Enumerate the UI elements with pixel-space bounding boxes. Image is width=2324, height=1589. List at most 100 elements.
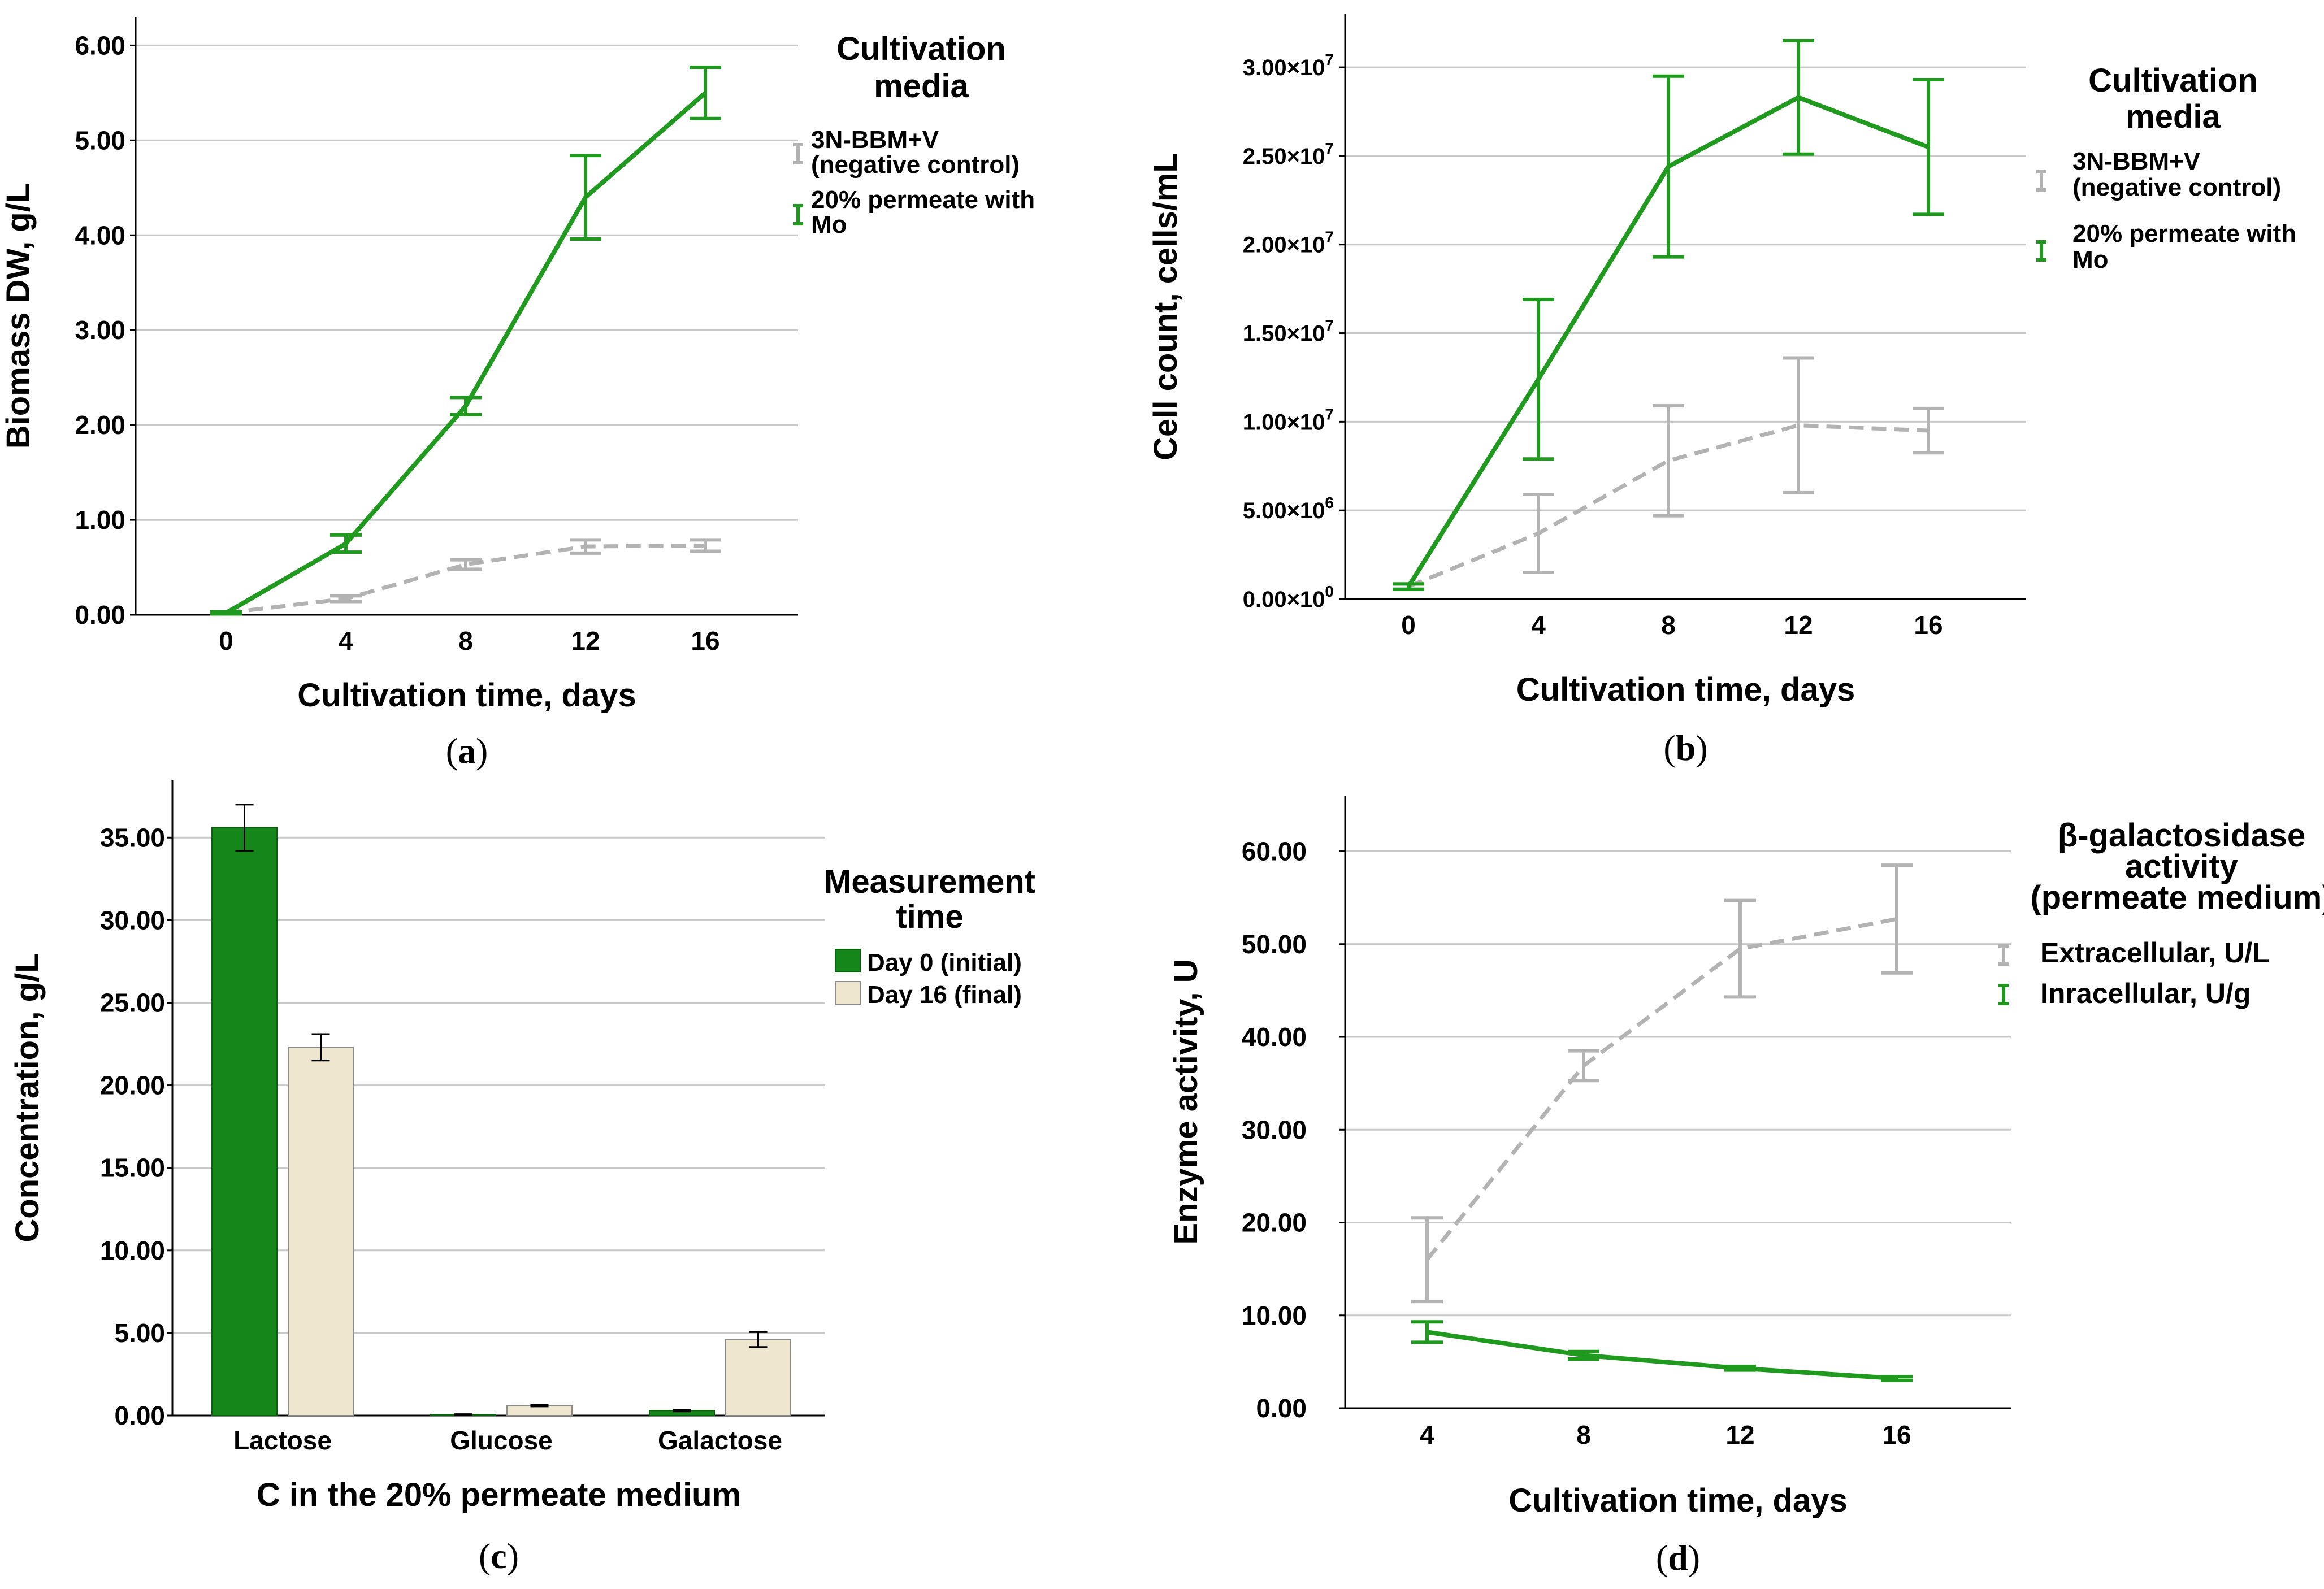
series-0 xyxy=(1411,863,1913,1304)
panel-label-letter: b xyxy=(1676,728,1696,768)
x-tick-label: 12 xyxy=(1725,1420,1754,1449)
y-tick-label: 5.00×106 xyxy=(1243,494,1334,523)
y-tick-mantissa: 2.50×10 xyxy=(1243,144,1325,169)
x-tick-label: 12 xyxy=(571,626,600,655)
legend-item-label: (negative control) xyxy=(2072,173,2281,201)
y-tick-label: 50.00 xyxy=(1242,930,1307,959)
y-tick-label: 40.00 xyxy=(1242,1022,1307,1052)
y-tick-mantissa: 5.00×10 xyxy=(1243,498,1325,523)
x-tick-label: Lactose xyxy=(233,1426,332,1455)
legend-item-label: 20% permeate with xyxy=(811,186,1035,214)
y-axis-title: Enzyme activity, U xyxy=(1168,959,1204,1244)
y-tick-label: 0.00 xyxy=(75,600,125,629)
x-tick-label: 16 xyxy=(1882,1420,1911,1449)
legend-item-label: Extracellular, U/L xyxy=(2040,937,2270,969)
legend-title: Cultivation xyxy=(2088,62,2258,99)
legend-title: (permeate medium) xyxy=(2030,879,2324,916)
y-tick-exponent: 7 xyxy=(1325,405,1334,423)
series-line xyxy=(1427,1330,1897,1381)
panel-label-close: ) xyxy=(476,731,488,771)
y-tick-label: 10.00 xyxy=(1242,1301,1307,1330)
x-tick-label: 4 xyxy=(1531,610,1546,640)
chart-panel-b: 0.00×1005.00×1061.00×1071.50×1072.00×107… xyxy=(1147,14,2296,768)
legend-item-label: (negative control) xyxy=(811,151,1020,179)
panel-label: (c) xyxy=(479,1536,519,1576)
panel-label-open: ( xyxy=(1663,728,1675,768)
panel-label: (b) xyxy=(1663,728,1707,768)
panel-label: (d) xyxy=(1656,1538,1700,1578)
panel-label-letter: d xyxy=(1668,1538,1688,1578)
legend-swatch xyxy=(835,949,861,972)
x-axis-title: Cultivation time, days xyxy=(1516,671,1855,708)
y-tick-label: 5.00 xyxy=(114,1318,165,1348)
y-tick-exponent: 7 xyxy=(1325,51,1334,68)
series-0 xyxy=(1393,356,1944,591)
bar xyxy=(725,1339,791,1417)
y-tick-label: 60.00 xyxy=(1242,837,1307,866)
y-tick-label: 0.00 xyxy=(1256,1393,1307,1423)
legend-item-label: Inracellular, U/g xyxy=(2040,978,2251,1009)
legend-title: Cultivation xyxy=(836,31,1006,67)
bar xyxy=(288,1047,354,1416)
y-tick-label: 1.50×107 xyxy=(1243,317,1334,346)
y-tick-label: 0.00 xyxy=(114,1401,165,1430)
series-1 xyxy=(1411,1320,1913,1382)
y-tick-mantissa: 1.50×10 xyxy=(1243,322,1325,346)
x-tick-label: 16 xyxy=(691,626,719,655)
panel-label-open: ( xyxy=(1656,1538,1668,1578)
y-tick-label: 30.00 xyxy=(100,905,165,935)
series-1 xyxy=(1393,39,1944,591)
x-tick-label: 4 xyxy=(1420,1420,1434,1449)
y-tick-label: 2.50×107 xyxy=(1243,140,1334,169)
x-tick-label: 8 xyxy=(1661,610,1676,640)
series-line xyxy=(1425,917,1897,1261)
legend-item-label: 20% permeate with xyxy=(2072,220,2296,248)
series-line xyxy=(224,91,707,615)
x-tick-label: 0 xyxy=(1401,610,1416,640)
series-1 xyxy=(210,66,721,616)
panel-label-letter: a xyxy=(458,731,476,771)
x-tick-label: 8 xyxy=(458,626,473,655)
legend-title: activity xyxy=(2125,848,2238,885)
x-tick-label: 4 xyxy=(339,626,353,655)
y-tick-label: 35.00 xyxy=(100,823,165,852)
y-tick-exponent: 7 xyxy=(1325,140,1334,157)
legend-title: media xyxy=(2126,98,2221,135)
x-tick-label: 12 xyxy=(1784,610,1813,640)
y-tick-exponent: 6 xyxy=(1325,494,1334,511)
y-tick-label: 6.00 xyxy=(75,31,125,60)
y-axis-title: Biomass DW, g/L xyxy=(0,183,37,449)
y-tick-exponent: 0 xyxy=(1325,583,1334,600)
panel-label-close: ) xyxy=(1688,1538,1700,1578)
series-line xyxy=(1407,423,1929,589)
y-tick-exponent: 7 xyxy=(1325,317,1334,335)
x-tick-label: 0 xyxy=(219,626,233,655)
y-tick-label: 3.00 xyxy=(75,315,125,345)
y-tick-label: 3.00×107 xyxy=(1243,51,1334,80)
legend-item-label: 3N-BBM+V xyxy=(811,126,939,154)
y-axis-title: Cell count, cells/mL xyxy=(1147,153,1184,461)
y-tick-exponent: 7 xyxy=(1325,228,1334,246)
panel-label-open: ( xyxy=(479,1536,491,1576)
legend-title: Measurement xyxy=(824,863,1035,900)
chart-panel-a: 0.00 1.00 2.00 3.00 4.00 5.00 6.00 Biomass DW, … xyxy=(0,17,1035,771)
y-tick-label: 5.00 xyxy=(75,125,125,155)
series-line xyxy=(226,543,706,615)
y-tick-label: 30.00 xyxy=(1242,1115,1307,1144)
bar xyxy=(211,827,278,1416)
legend-title: media xyxy=(874,68,969,105)
x-axis-title: Cultivation time, days xyxy=(1508,1482,1847,1519)
panel-label-close: ) xyxy=(507,1536,519,1576)
y-tick-mantissa: 3.00×10 xyxy=(1243,55,1325,80)
x-axis-title: Cultivation time, days xyxy=(297,677,636,714)
legend-item-label: Day 16 (final) xyxy=(867,981,1022,1009)
y-tick-label: 1.00 xyxy=(75,505,125,535)
legend-swatch xyxy=(835,981,861,1005)
y-tick-label: 25.00 xyxy=(100,988,165,1017)
legend-item-label: Mo xyxy=(2072,246,2109,273)
y-tick-mantissa: 0.00×10 xyxy=(1243,587,1325,612)
